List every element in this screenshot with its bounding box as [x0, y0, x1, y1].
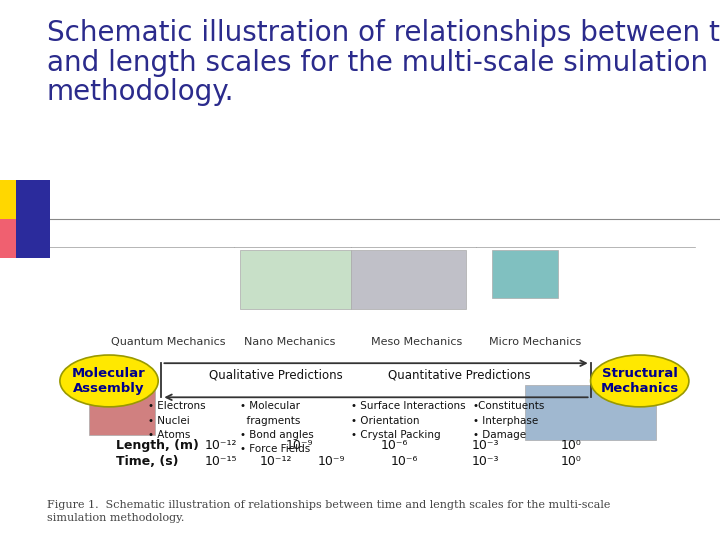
- Text: Quantitative Predictions: Quantitative Predictions: [388, 369, 531, 382]
- Text: Qualitative Predictions: Qualitative Predictions: [210, 369, 343, 382]
- Bar: [0, 180, 27, 219]
- Text: • Damage: • Damage: [472, 430, 526, 440]
- Text: 10⁻⁶: 10⁻⁶: [380, 439, 408, 452]
- Bar: [525, 385, 656, 440]
- Text: • Orientation: • Orientation: [351, 416, 420, 426]
- Text: 10⁻¹⁵: 10⁻¹⁵: [204, 455, 237, 468]
- Bar: [89, 390, 155, 435]
- Text: • Atoms: • Atoms: [148, 430, 191, 440]
- Text: • Nuclei: • Nuclei: [148, 416, 190, 426]
- Text: •Constituents: •Constituents: [472, 401, 545, 411]
- Text: methodology.: methodology.: [47, 78, 234, 106]
- Text: • Interphase: • Interphase: [472, 416, 538, 426]
- Text: • Electrons: • Electrons: [148, 401, 206, 411]
- Text: Meso Mechanics: Meso Mechanics: [372, 338, 463, 347]
- Text: • Molecular: • Molecular: [240, 401, 300, 411]
- Text: Quantum Mechanics: Quantum Mechanics: [111, 338, 225, 347]
- Text: 10⁻¹²: 10⁻¹²: [204, 439, 237, 452]
- Text: Figure 1.  Schematic illustration of relationships between time and length scale: Figure 1. Schematic illustration of rela…: [47, 500, 610, 523]
- Text: 10⁻¹²: 10⁻¹²: [260, 455, 292, 468]
- Text: Molecular
Assembly: Molecular Assembly: [72, 367, 146, 395]
- Text: Time, (s): Time, (s): [116, 455, 178, 468]
- Text: 10⁰: 10⁰: [561, 455, 581, 468]
- Bar: [47, 221, 702, 494]
- Bar: [240, 250, 351, 309]
- Text: 10⁻⁹: 10⁻⁹: [318, 455, 346, 468]
- Text: Micro Mechanics: Micro Mechanics: [489, 338, 581, 347]
- Ellipse shape: [60, 355, 158, 407]
- Text: 10⁻⁹: 10⁻⁹: [285, 439, 312, 452]
- Text: Length, (m): Length, (m): [116, 439, 199, 452]
- Text: • Surface Interactions: • Surface Interactions: [351, 401, 466, 411]
- Text: and length scales for the multi-scale simulation: and length scales for the multi-scale si…: [47, 49, 708, 77]
- Text: • Bond angles: • Bond angles: [240, 430, 314, 440]
- Text: Structural
Mechanics: Structural Mechanics: [600, 367, 679, 395]
- Text: 10⁻³: 10⁻³: [472, 455, 500, 468]
- Bar: [351, 250, 466, 309]
- Text: 10⁻⁶: 10⁻⁶: [390, 455, 418, 468]
- Text: • Crystal Packing: • Crystal Packing: [351, 430, 441, 440]
- Text: Schematic illustration of relationships between time: Schematic illustration of relationships …: [47, 19, 720, 47]
- Text: fragments: fragments: [240, 416, 300, 426]
- Bar: [492, 250, 558, 298]
- Ellipse shape: [590, 355, 689, 407]
- Text: 10⁻³: 10⁻³: [472, 439, 500, 452]
- Text: Nano Mechanics: Nano Mechanics: [243, 338, 335, 347]
- Text: • Force Fields: • Force Fields: [240, 444, 310, 454]
- Bar: [0, 219, 27, 258]
- Text: 10⁰: 10⁰: [561, 439, 581, 452]
- Bar: [16, 180, 50, 258]
